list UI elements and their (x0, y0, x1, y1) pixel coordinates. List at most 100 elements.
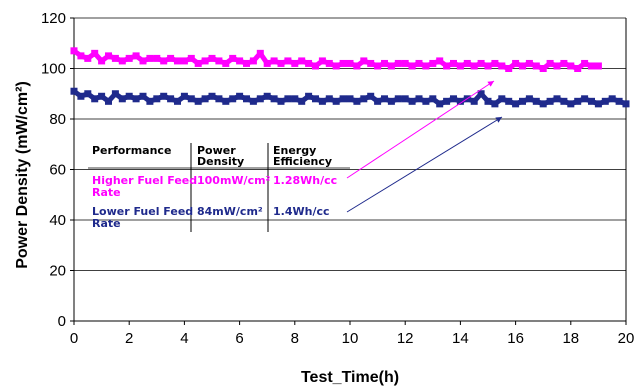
x-tick-label-8: 8 (291, 330, 299, 347)
series-segment (563, 61, 572, 69)
data-point (546, 59, 554, 67)
data-point (381, 59, 388, 67)
y-tick-label-20: 20 (49, 263, 66, 280)
table-header-0: Performance (92, 144, 171, 157)
series-segment (349, 96, 358, 104)
series-segment (280, 96, 289, 104)
series-segment (431, 58, 441, 66)
series-segment (383, 96, 393, 104)
x-tick-label-14: 14 (452, 330, 469, 347)
series-segment (204, 56, 213, 64)
series-segment (383, 61, 393, 69)
series-segment (86, 51, 97, 61)
data-point (450, 59, 457, 67)
series-lower-fuel-feed (70, 87, 630, 108)
annotation-arrows (346, 80, 503, 213)
series-segment (452, 96, 462, 104)
series-segment (197, 58, 206, 66)
series-segment (425, 96, 434, 104)
series-segment (86, 91, 97, 101)
series-segment (307, 93, 317, 102)
series-segment (258, 51, 270, 65)
series-segment (404, 96, 413, 104)
series-segment (314, 96, 324, 104)
series-segment (231, 93, 241, 102)
series-segment (493, 96, 504, 106)
series-segment (535, 63, 545, 71)
series-segment (535, 98, 545, 107)
y-tick-label-0: 0 (58, 313, 66, 330)
series-segment (556, 61, 565, 69)
series-segment (418, 96, 427, 104)
series-segment (93, 93, 103, 102)
series-segment (121, 56, 131, 64)
series-segment (362, 93, 372, 102)
data-point (139, 57, 147, 65)
series-segment (549, 61, 558, 69)
series-segment (466, 96, 476, 104)
series-segment (169, 96, 179, 104)
series-segment (583, 96, 593, 104)
series-segment (528, 96, 538, 104)
series-segment (362, 58, 372, 66)
table-header-2: Efficiency (273, 155, 332, 168)
series-segment (72, 89, 83, 99)
arrow-lower-fuel-feed (346, 116, 503, 213)
series-segment (445, 61, 455, 69)
table-header-2: Energy (273, 144, 316, 157)
series-segment (231, 56, 241, 64)
series-segment (376, 61, 386, 69)
series-segment (128, 93, 137, 102)
x-tick-label-18: 18 (562, 330, 579, 347)
series-segment (549, 96, 558, 104)
series-segment (149, 96, 158, 104)
series-segment (80, 91, 89, 99)
series-segment (487, 61, 496, 69)
series-segment (369, 61, 379, 69)
arrow-higher-fuel-feed (346, 80, 495, 179)
series-segment (425, 61, 434, 69)
data-point (581, 59, 589, 67)
series-segment (473, 61, 482, 69)
series-segment (211, 93, 220, 102)
series-segment (238, 58, 248, 66)
series-segment (224, 96, 234, 104)
series-segment (459, 61, 469, 69)
series-segment (411, 96, 420, 104)
series-segment (92, 51, 104, 63)
series-segment (479, 92, 490, 104)
table-row-label: Higher Fuel Feed (92, 174, 197, 187)
series-segment (431, 96, 442, 106)
series-segment (521, 96, 531, 104)
series-segment (162, 56, 172, 64)
series-segment (287, 58, 296, 66)
data-point (512, 59, 520, 67)
series-segment (183, 93, 193, 102)
x-axis-title: Test_Time(h) (301, 369, 399, 386)
series-segment (418, 61, 427, 69)
series-segment (155, 93, 165, 102)
series-segment (563, 98, 572, 107)
series-segment (542, 98, 551, 107)
series-segment (204, 93, 213, 102)
series-segment (245, 58, 255, 66)
series-segment (197, 96, 206, 104)
table-row-power: 100mW/cm² (197, 174, 271, 187)
series-segment (438, 58, 449, 68)
series-segment (266, 58, 275, 66)
series-segment (349, 61, 358, 69)
series-segment (72, 48, 83, 58)
y-tick-label-120: 120 (41, 10, 66, 27)
table-row-label: Rate (92, 186, 121, 199)
series-segment (155, 56, 165, 64)
series-segment (280, 58, 289, 66)
data-point (477, 59, 485, 67)
series-segment (328, 61, 338, 69)
series-segment (569, 63, 579, 71)
series-segment (500, 63, 510, 71)
series-segment (556, 96, 565, 104)
x-tick-label-20: 20 (618, 330, 635, 347)
y-tick-label-60: 60 (49, 162, 66, 179)
